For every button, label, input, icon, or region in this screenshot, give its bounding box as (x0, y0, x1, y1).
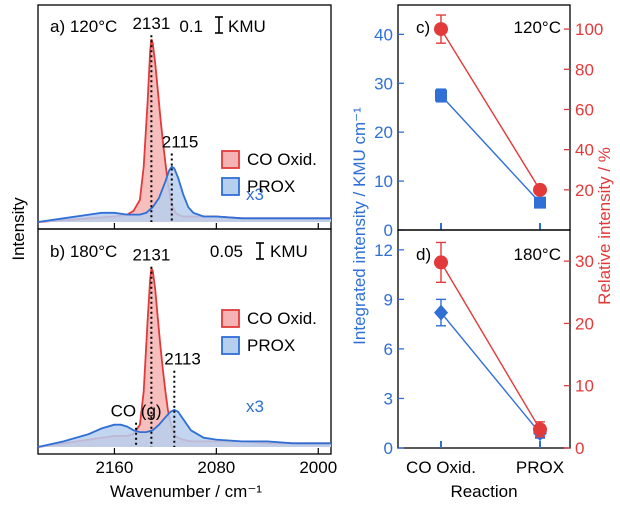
panel-c-right-tick-label: 100 (575, 20, 603, 39)
panel-d-left-tick-label: 3 (384, 389, 393, 408)
panel-b-prox-area (38, 409, 331, 447)
spectrum-x-tick-label: 2160 (96, 458, 134, 477)
spectrum-x-tick-label: 2080 (197, 458, 235, 477)
reaction-category-label: PROX (516, 458, 564, 477)
panel-b-legend-label: CO Oxid. (247, 309, 317, 328)
panel-b-peak-label: 2131 (132, 246, 170, 265)
panel-a-peak-label: 2115 (162, 132, 199, 151)
panel-c-right-tick-label: 20 (575, 181, 594, 200)
reaction-category-label: CO Oxid. (406, 458, 476, 477)
panel-d-left-tick-label: 6 (384, 340, 393, 359)
panel-a-legend: CO Oxid. PROX (221, 150, 317, 196)
panel-a-legend-swatch (221, 177, 240, 196)
panel-a-scale-bar (215, 16, 223, 34)
panel-b-legend: CO Oxid. PROX (221, 309, 317, 355)
panel-b-frame (37, 228, 332, 455)
panel-b-scale-unit: KMU (270, 242, 308, 261)
panel-d-left-tick-label: 9 (384, 290, 393, 309)
panel-c-integrated-point (435, 89, 447, 102)
spectrum-y-axis-label: Intensity (9, 197, 28, 261)
panel-c-relative-point (533, 182, 547, 197)
panel-a-scale-unit: KMU (228, 17, 266, 36)
panel-d-left-tick-label: 12 (374, 241, 393, 260)
panel-d-integrated-line (440, 312, 541, 434)
panel-a-legend-label: PROX (247, 177, 295, 196)
panel-d-left-tick-label: 0 (384, 439, 393, 458)
panel-a-prox-scale-label: x3 (246, 185, 264, 204)
panel-c-label: c) (416, 18, 430, 37)
panel-b-legend-swatch (221, 309, 240, 328)
panel-d-relative-point (533, 422, 547, 437)
panel-b-peak-label: CO (g) (111, 402, 162, 421)
panel-b-prox-scale-label: x3 (246, 397, 264, 416)
panel-b-peak-label: 2113 (164, 350, 201, 369)
panel-b-spectrum: x3 2131 2113 CO (g) b) 180°C 0.05 KMU CO Ox… (37, 228, 332, 455)
panel-a-spectrum: x3 2131 2115 a) 120°C 0.1 KMU CO Oxid. PROX (37, 4, 332, 230)
spectrum-x-axis-label: Wavenumber / cm⁻¹ (110, 482, 262, 501)
panel-c-left-tick-label: 30 (374, 74, 393, 93)
panel-c-left-tick-label: 20 (374, 123, 393, 142)
reaction-category-ticks: CO Oxid. PROX (406, 458, 564, 477)
panel-c-right-tick-label: 80 (575, 60, 594, 79)
panel-c-plot-area: 0 10 20 30 40 20 40 60 80 100 (374, 14, 603, 240)
panel-b-prox-line (37, 408, 331, 448)
panel-b-legend-label: PROX (247, 336, 295, 355)
spectrum-x-tick-label: 2000 (299, 458, 337, 477)
panel-d-temperature: 180°C (514, 245, 561, 264)
reaction-axis-label: Reaction (450, 482, 517, 501)
panel-a-prox-line (37, 165, 331, 223)
panel-b-plot-area: x3 2131 2113 CO (g) (37, 246, 331, 454)
panel-c-right-tick-label: 60 (575, 100, 594, 119)
panel-c-integrated-point (534, 196, 546, 209)
panel-d-intensities: d) 180°C 0 3 6 9 12 0 10 20 30 (374, 229, 594, 458)
panel-c-integrated-line (440, 95, 541, 204)
panel-b-scale-value: 0.05 (210, 242, 243, 261)
panel-c-left-tick-label: 40 (374, 25, 393, 44)
panel-b-scale-bar (256, 242, 264, 260)
panel-a-plot-area: x3 2131 2115 (37, 14, 331, 229)
relative-intensity-axis-label: Relative intensity / % (595, 147, 614, 305)
panel-a-prox-area (38, 166, 331, 222)
panel-c-temperature: 120°C (514, 18, 561, 37)
panel-d-right-tick-label: 10 (575, 377, 594, 396)
panel-d-right-tick-label: 20 (575, 314, 594, 333)
panel-c-left-tick-label: 0 (384, 221, 393, 240)
panel-c-frame (397, 4, 571, 231)
panel-a-peak-label: 2131 (132, 14, 170, 33)
panel-a-legend-swatch (221, 150, 240, 169)
integrated-intensity-axis-label: Integrated intensity / KMU cm⁻¹ (350, 107, 369, 345)
spectrum-x-ticks: 2160 2080 2000 (96, 458, 338, 477)
panel-c-relative-line (440, 28, 541, 191)
panel-b-label: b) 180°C (50, 242, 117, 261)
panel-c-relative-point (434, 22, 448, 37)
panel-d-integrated-point (434, 304, 448, 321)
panel-d-frame (397, 229, 571, 449)
panel-d-right-tick-label: 30 (575, 252, 594, 271)
panel-c-intensities: c) 120°C 0 10 20 30 40 20 40 60 80 100 (374, 4, 603, 240)
panel-c-right-tick-label: 40 (575, 141, 594, 160)
panel-a-label: a) 120°C (50, 17, 117, 36)
panel-a-scale-value: 0.1 (179, 17, 203, 36)
panel-d-plot-area: 0 3 6 9 12 0 10 20 30 (374, 241, 594, 458)
panel-a-legend-label: CO Oxid. (247, 150, 317, 169)
panel-d-right-tick-label: 0 (575, 439, 584, 458)
panel-d-relative-line (440, 262, 541, 430)
panel-c-left-tick-label: 10 (374, 172, 393, 191)
panel-b-legend-swatch (221, 336, 240, 355)
panel-d-relative-point (434, 255, 448, 270)
panel-d-label: d) (416, 245, 431, 264)
